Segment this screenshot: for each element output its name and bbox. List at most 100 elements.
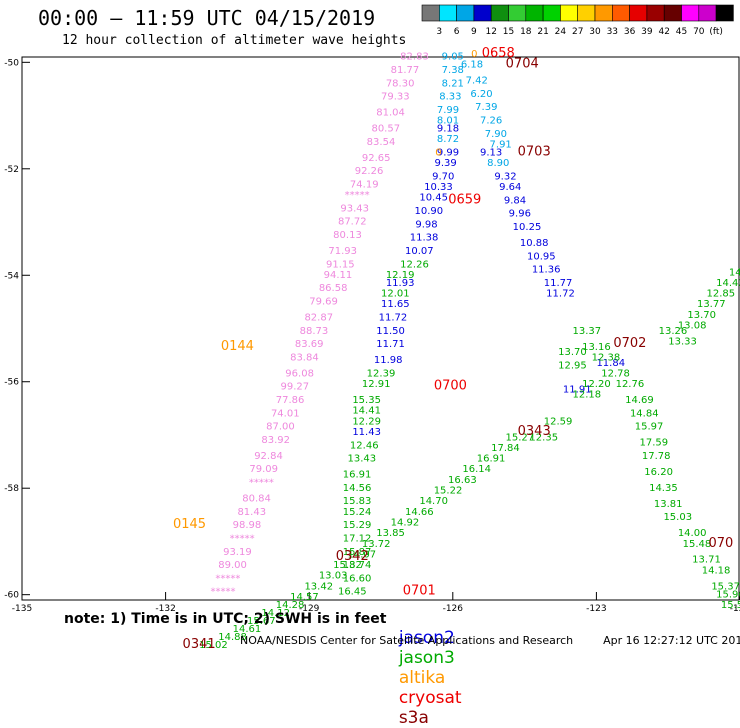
wave-height-value: 16.60 [343,573,372,584]
wave-height-value: 15.96 [716,589,740,600]
wave-height-value: 12.35 [529,432,558,443]
lat-tick-label: -56 [4,378,19,388]
wave-height-value: 6.18 [461,60,483,71]
wave-height-value: 10.95 [527,251,556,262]
wave-height-value: 12.59 [544,416,573,427]
wave-height-value: 11.50 [376,326,405,337]
wave-height-value: 15.83 [343,496,372,507]
wave-height-value: 11.38 [410,233,439,244]
wave-height-value: 11.91 [563,384,592,395]
lon-tick-label: -120 [730,604,740,614]
wave-height-value: 9.96 [509,209,531,220]
color-scale-label: 9 [471,27,477,36]
wave-height-value: ***** [249,478,274,489]
wave-height-value: 13.70 [558,347,587,358]
wave-height-value: 7.91 [490,140,512,151]
wave-height-value: 11.65 [381,299,410,310]
wave-height-value: 11.43 [352,427,381,438]
wave-height-value: 18.74 [343,560,372,571]
color-scale-label: 3 [436,27,442,36]
wave-height-value: 14.41 [352,406,381,417]
wave-height-value: 16.20 [644,467,673,478]
wave-height-value: 12.20 [582,379,611,390]
lat-tick-label: -58 [4,484,19,494]
color-scale-label: 42 [658,27,669,36]
wave-height-value: 94.11 [324,270,353,281]
wave-height-value: 12.91 [362,379,391,390]
wave-height-value: 16.91 [477,454,506,465]
wave-height-value: 15.97 [635,422,664,433]
wave-height-value: 13.70 [687,310,716,321]
wave-height-value: 12.76 [616,379,645,390]
color-scale-bar: 3 6 9 12 15 18 21 24 27 30 33 36 39 42 45 70 (ft) [421,4,734,36]
wave-height-value: 88.73 [300,326,329,337]
wave-height-value: 11.93 [386,278,415,289]
pass-time-label: 0144 [221,339,254,354]
wave-height-value: 86.58 [319,283,348,294]
wave-height-value: 9.13 [480,147,502,158]
wave-height-value: 13.43 [348,454,377,465]
wave-height-value: 14.5 [729,267,740,278]
wave-height-value: 14.12 [261,608,290,619]
wave-height-value: 15.24 [343,507,372,518]
wave-height-value: 83.54 [367,137,396,148]
wave-height-value: 13.72 [362,539,391,550]
wave-height-value: 10.25 [513,222,542,233]
wave-height-value: 12.01 [381,289,410,300]
wave-height-value: 81.04 [376,108,405,119]
wave-height-value: 14.70 [419,496,448,507]
satellite-legend: jason2 jason3 altika cryosat s3a [388,608,472,728]
wave-height-value: 77.86 [276,395,305,406]
legend-s3a: s3a [398,708,429,728]
wave-height-value: 89.00 [218,560,247,571]
wave-height-value: 14.18 [702,565,731,576]
wave-height-value: 14.42 [716,278,740,289]
wave-height-value: 14.88 [218,632,247,643]
wave-height-value: 17.12 [343,533,372,544]
wave-height-value: 91.15 [326,259,355,270]
wave-height-value: 11.84 [596,358,625,369]
wave-height-value: 13.77 [697,299,726,310]
wave-height-value: 12.95 [558,360,587,371]
wave-height-value: 15.02 [199,640,228,650]
wave-height-value: 15.29 [343,520,372,531]
wave-height-value: 8.72 [437,134,459,145]
color-scale-label: 36 [624,27,636,36]
color-scale-label: 12 [485,27,496,36]
wave-height-value: 9.70 [432,171,454,182]
wave-height-value: 92.65 [362,153,391,164]
wave-height-value: 11.98 [374,355,403,366]
legend-cryosat: cryosat [398,688,462,708]
wave-height-value: 15.35 [352,395,381,406]
wave-height-value: 92.84 [254,451,283,462]
footer: NOAA/NESDIS Center for Satellite Applica… [240,634,740,647]
lon-tick-label: -126 [443,604,464,614]
wave-height-value: 9.64 [499,182,521,193]
color-scale-unit: (ft) [709,27,723,36]
wave-height-value: 83.92 [261,435,290,446]
pass-time-label: 0703 [518,144,551,159]
footer-timestamp: Apr 16 12:27:12 UTC 2019 [603,634,740,647]
color-scale-label: 27 [572,27,583,36]
wave-height-value: 13.16 [582,342,611,353]
wave-height-value: 12.29 [352,416,381,427]
wave-height-value: 87.00 [266,422,295,433]
wave-height-value: 8.21 [442,78,464,89]
wave-height-value: 16.14 [462,464,491,475]
wave-height-value: 7.99 [437,105,459,116]
wave-height-value: 83.84 [290,352,319,363]
wave-height-value: 80.57 [371,124,400,135]
wave-height-value: 80.84 [242,494,271,505]
pass-time-label: 0700 [434,379,467,394]
wave-height-value: 13.08 [678,321,707,332]
wave-height-value: 78.30 [386,78,415,89]
wave-height-value: 79.33 [381,92,410,103]
wave-height-value: 81.43 [237,507,266,518]
wave-height-value: ***** [345,190,370,201]
wave-height-value: 9.39 [434,158,456,169]
color-scale-label: 21 [537,27,548,36]
wave-height-value: 15.87 [343,547,372,558]
wave-height-value: 14.00 [678,528,707,539]
lat-tick-label: -50 [4,58,19,68]
